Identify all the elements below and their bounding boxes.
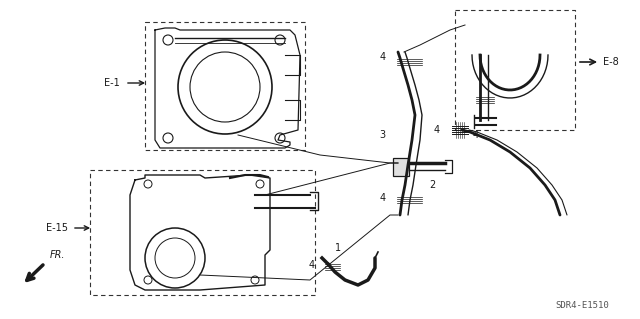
Text: 4: 4 [380, 193, 386, 203]
Text: 2: 2 [429, 180, 435, 190]
Text: 4: 4 [309, 260, 315, 270]
Text: 4: 4 [473, 130, 479, 140]
Text: 1: 1 [335, 243, 341, 253]
FancyBboxPatch shape [393, 158, 409, 176]
Text: E-8: E-8 [603, 57, 619, 67]
Text: 4: 4 [434, 125, 440, 135]
Text: SDR4-E1510: SDR4-E1510 [555, 300, 609, 309]
Text: 4: 4 [380, 52, 386, 62]
Text: E-1: E-1 [104, 78, 120, 88]
Text: 3: 3 [379, 130, 385, 140]
Text: FR.: FR. [50, 250, 65, 260]
Text: E-15: E-15 [46, 223, 68, 233]
